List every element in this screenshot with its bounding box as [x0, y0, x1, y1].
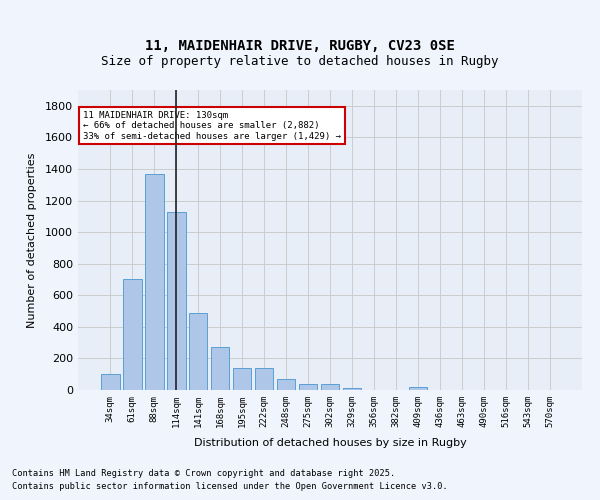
Bar	[409, 387, 427, 390]
Bar	[255, 368, 274, 390]
Bar	[101, 374, 119, 390]
Bar	[167, 212, 185, 390]
Bar	[277, 379, 295, 390]
Bar	[299, 384, 317, 390]
Bar	[189, 312, 208, 390]
Text: 11, MAIDENHAIR DRIVE, RUGBY, CV23 0SE: 11, MAIDENHAIR DRIVE, RUGBY, CV23 0SE	[145, 38, 455, 52]
Bar	[145, 174, 164, 390]
Text: 11 MAIDENHAIR DRIVE: 130sqm
← 66% of detached houses are smaller (2,882)
33% of : 11 MAIDENHAIR DRIVE: 130sqm ← 66% of det…	[83, 111, 341, 141]
Text: Size of property relative to detached houses in Rugby: Size of property relative to detached ho…	[101, 54, 499, 68]
Bar	[123, 280, 142, 390]
Bar	[320, 384, 340, 390]
Bar	[343, 388, 361, 390]
Text: Contains public sector information licensed under the Open Government Licence v3: Contains public sector information licen…	[12, 482, 448, 491]
Text: Contains HM Land Registry data © Crown copyright and database right 2025.: Contains HM Land Registry data © Crown c…	[12, 468, 395, 477]
Bar	[211, 348, 229, 390]
X-axis label: Distribution of detached houses by size in Rugby: Distribution of detached houses by size …	[194, 438, 466, 448]
Bar	[233, 368, 251, 390]
Y-axis label: Number of detached properties: Number of detached properties	[26, 152, 37, 328]
